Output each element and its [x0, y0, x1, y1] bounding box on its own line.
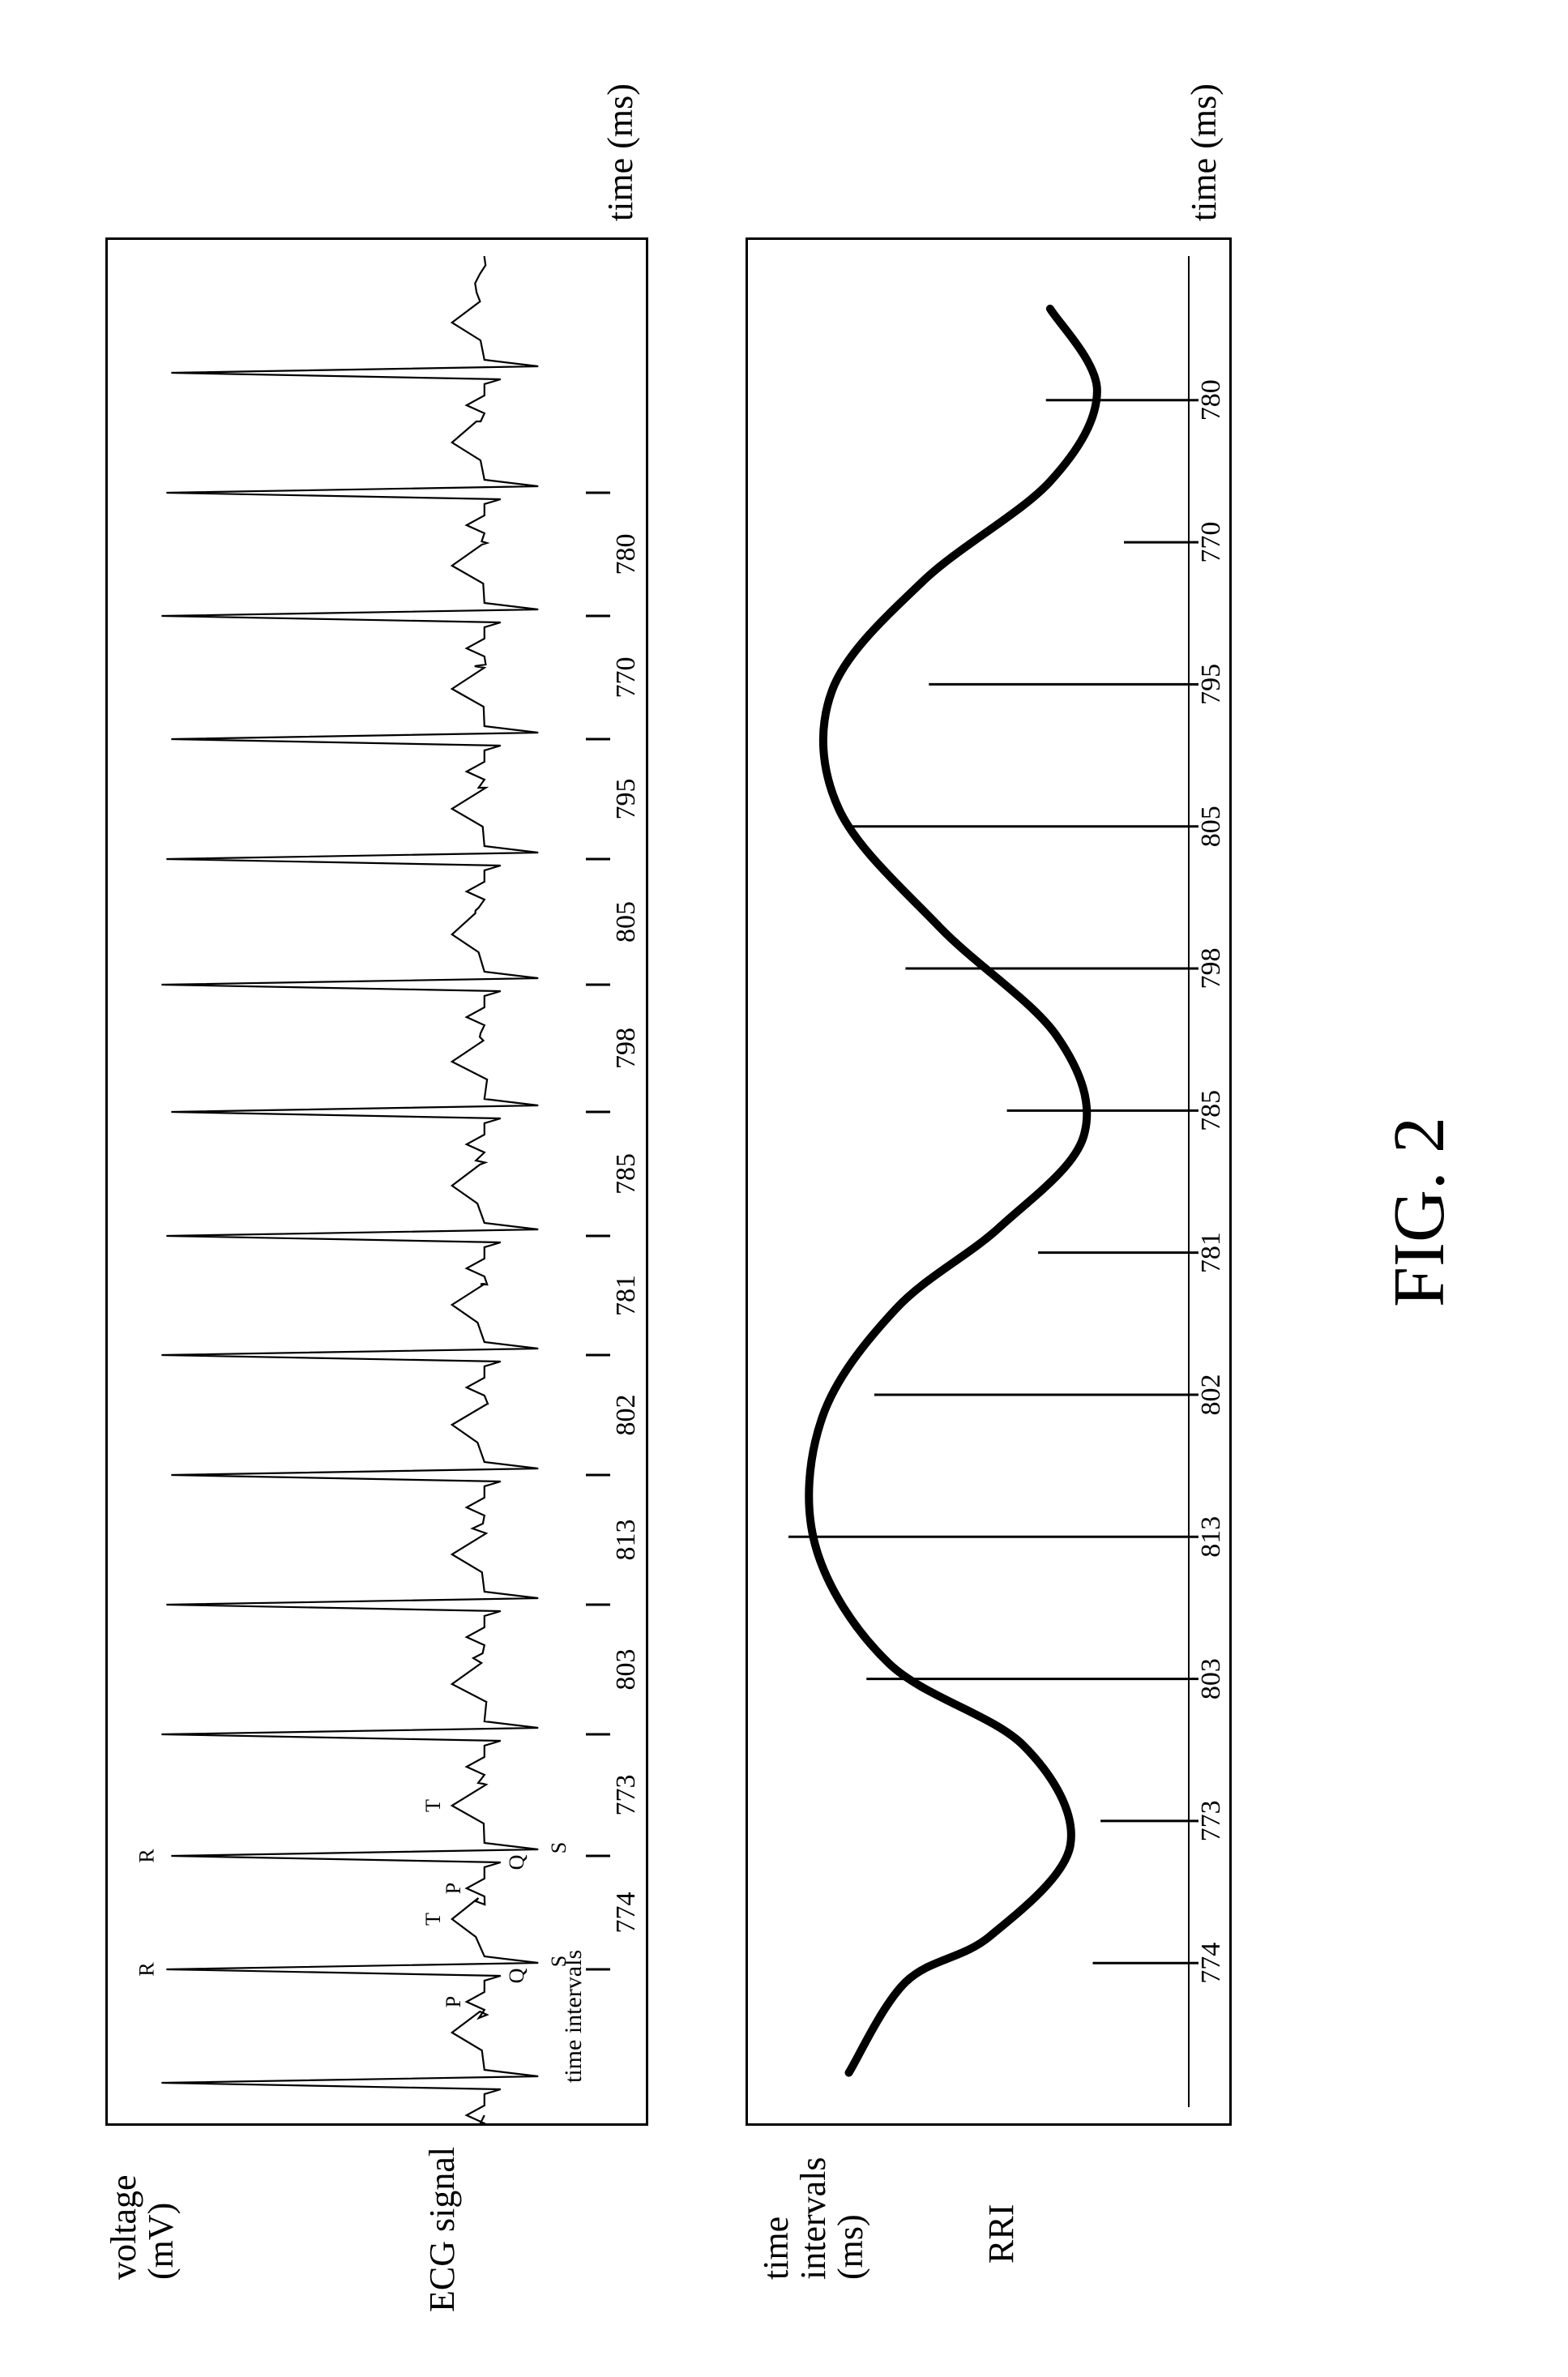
ecg-wave-letter: R: [135, 1962, 158, 1977]
ecg-trace: [161, 256, 538, 2123]
ecg-interval-label: 805: [611, 901, 641, 943]
ecg-interval-label: 770: [611, 657, 641, 699]
ecg-interval-label: 773: [611, 1775, 641, 1816]
ecg-interval-label: 785: [611, 1153, 641, 1195]
rri-ylabel-intervals: intervals: [793, 2157, 833, 2280]
rri-interval-label: 803: [1196, 1658, 1226, 1699]
ecg-interval-label: 781: [611, 1275, 641, 1316]
ecg-interval-label: 795: [611, 779, 641, 820]
rri-ylabel-time: time: [756, 2217, 796, 2280]
rri-interval-label: 802: [1196, 1374, 1226, 1415]
rri-interval-label: 805: [1196, 806, 1226, 847]
ecg-intervals-caption: time intervals: [560, 1950, 587, 2083]
ecg-wave-letter: P: [442, 1996, 465, 2007]
rri-ylabel-mid: RRI: [981, 2204, 1022, 2264]
ecg-ylabel-voltage-unit: (mV): [141, 2203, 181, 2280]
ecg-wave-letter: S: [547, 1842, 570, 1853]
landscape-stage: voltage (mV) ECG signal time intervals 77…: [0, 0, 1568, 2377]
rri-interval-label: 795: [1196, 664, 1226, 705]
rri-ylabel-unit: (ms): [831, 2214, 870, 2280]
ecg-ylabel-mid: ECG signal: [421, 2147, 463, 2312]
rri-interval-label: 781: [1196, 1232, 1226, 1273]
rri-svg: 774 773 803 813 802 781 785 798 805 795 770 780: [748, 240, 1229, 2123]
rri-interval-label: 773: [1196, 1800, 1226, 1841]
rri-interval-label: 774: [1196, 1943, 1226, 1984]
rri-ylabel-top: time intervals (ms): [758, 2157, 870, 2280]
ecg-ylabel-top: voltage (mV): [105, 2174, 180, 2280]
ecg-svg: time intervals 774 773 803 813 802 781 785 798 80…: [108, 240, 646, 2123]
ecg-wave-letter: P: [442, 1883, 465, 1894]
ecg-wave-letter: Q: [505, 1854, 528, 1870]
ecg-interval-label: 798: [611, 1028, 641, 1069]
ecg-interval-label: 802: [611, 1395, 641, 1436]
ecg-wave-letter: R: [135, 1849, 158, 1863]
ecg-wave-letter: Q: [505, 1968, 528, 1983]
rri-curve: [809, 309, 1097, 2073]
rri-interval-label: 780: [1196, 379, 1226, 421]
ecg-interval-label: 813: [611, 1520, 641, 1561]
page: voltage (mV) ECG signal time intervals 77…: [0, 0, 1568, 2377]
ecg-ylabel-voltage: voltage: [104, 2174, 143, 2280]
rri-panel: 774 773 803 813 802 781 785 798 805 795 770 780: [746, 237, 1232, 2126]
ecg-interval-label: 774: [611, 1892, 641, 1934]
rri-interval-label: 785: [1196, 1090, 1226, 1131]
ecg-interval-label: 780: [611, 534, 641, 575]
ecg-wave-letter: S: [547, 1956, 570, 1967]
ecg-xlabel: time (ms): [600, 83, 641, 221]
rri-interval-label: 798: [1196, 948, 1226, 990]
ecg-interval-label: 803: [611, 1649, 641, 1691]
figure-caption: FIG. 2: [1378, 1117, 1461, 1307]
rri-interval-label: 813: [1196, 1516, 1226, 1558]
rri-xlabel: time (ms): [1183, 83, 1224, 221]
ecg-wave-letter: T: [421, 1913, 445, 1926]
ecg-panel: time intervals 774 773 803 813 802 781 785 798 80…: [105, 237, 648, 2126]
ecg-wave-letter: T: [421, 1799, 445, 1812]
rri-interval-label: 770: [1196, 522, 1226, 563]
